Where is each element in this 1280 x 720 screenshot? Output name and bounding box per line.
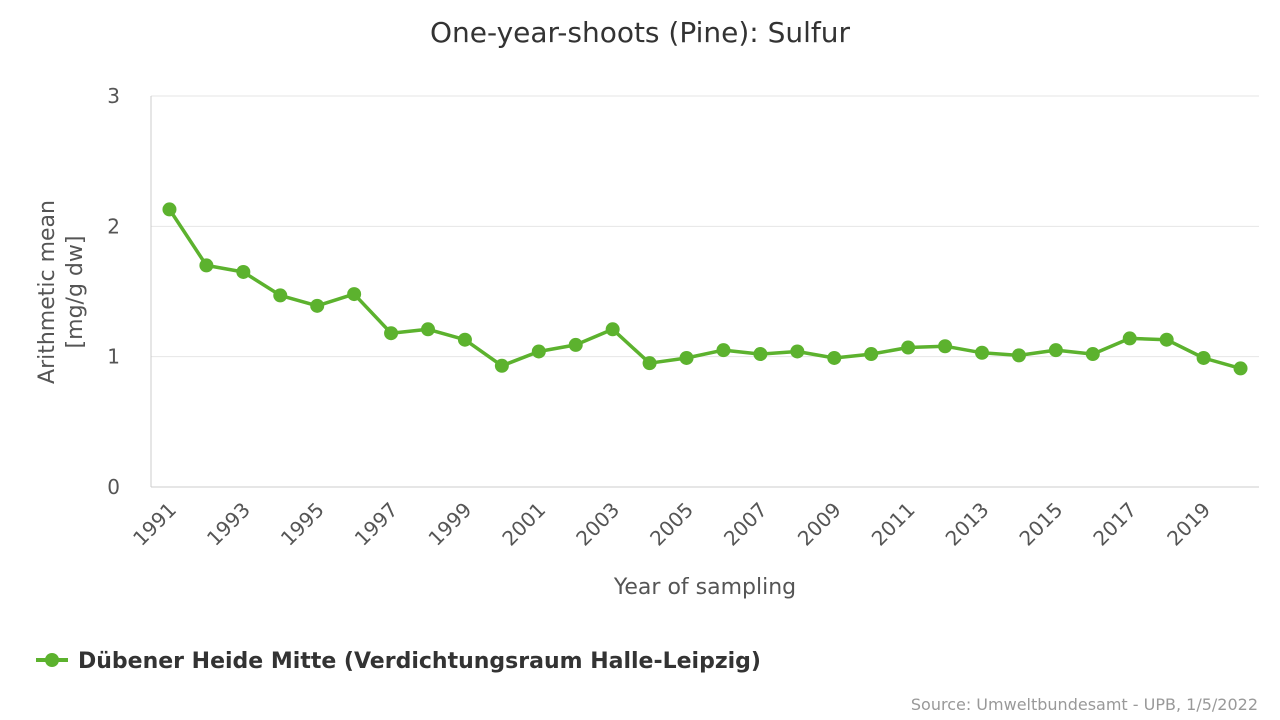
x-tick-label: 2015 xyxy=(1014,498,1067,551)
x-tick-label: 1991 xyxy=(128,498,181,551)
data-point[interactable] xyxy=(790,344,805,359)
data-point[interactable] xyxy=(273,288,288,303)
x-tick-label: 2017 xyxy=(1088,498,1141,551)
y-axis: 0 1 2 3 xyxy=(107,84,1259,499)
data-point[interactable] xyxy=(716,343,731,358)
data-point[interactable] xyxy=(1196,350,1211,365)
data-point[interactable] xyxy=(753,347,768,362)
data-point[interactable] xyxy=(347,287,362,302)
x-tick-label: 2005 xyxy=(645,498,698,551)
data-point[interactable] xyxy=(494,358,509,373)
y-axis-title: Arithmetic mean [mg/g dw] xyxy=(35,200,88,384)
data-point[interactable] xyxy=(421,322,435,337)
data-point[interactable] xyxy=(384,326,399,341)
y-tick-label: 1 xyxy=(107,345,120,369)
data-point[interactable] xyxy=(199,258,214,273)
x-tick-label: 1993 xyxy=(202,498,255,551)
y-axis-title-line-1: Arithmetic mean xyxy=(35,200,60,384)
x-tick-label: 1997 xyxy=(350,498,403,551)
series-line xyxy=(167,207,1243,371)
gridlines xyxy=(151,95,1259,358)
x-tick-label: 2011 xyxy=(867,498,920,551)
data-point[interactable] xyxy=(1011,348,1026,363)
x-tick-label: 2019 xyxy=(1162,498,1215,551)
plot-area xyxy=(162,202,1248,376)
data-point[interactable] xyxy=(864,347,879,362)
source-credit: Source: Umweltbundesamt - UPB, 1/5/2022 xyxy=(911,695,1258,714)
data-point[interactable] xyxy=(1233,361,1248,376)
data-point[interactable] xyxy=(162,202,177,217)
x-tick-label: 1999 xyxy=(424,498,477,551)
data-point[interactable] xyxy=(975,345,989,360)
data-point[interactable] xyxy=(1048,343,1063,358)
data-point[interactable] xyxy=(236,264,251,279)
data-point[interactable] xyxy=(531,344,546,359)
data-point[interactable] xyxy=(938,339,953,354)
legend-label: Dübener Heide Mitte (Verdichtungsraum Ha… xyxy=(78,649,761,674)
y-axis-title-line-2: [mg/g dw] xyxy=(63,236,88,349)
data-point[interactable] xyxy=(1122,331,1137,346)
data-point[interactable] xyxy=(679,350,694,365)
legend-marker-swatch xyxy=(45,653,59,667)
data-point[interactable] xyxy=(1159,332,1174,347)
chart-title: One-year-shoots (Pine): Sulfur xyxy=(430,16,851,49)
data-point[interactable] xyxy=(605,322,620,337)
data-point[interactable] xyxy=(310,298,325,313)
data-point[interactable] xyxy=(827,350,842,365)
x-tick-label: 2009 xyxy=(793,498,846,551)
x-tick-label: 2007 xyxy=(719,498,772,551)
y-tick-label: 0 xyxy=(107,475,120,499)
data-point[interactable] xyxy=(568,337,583,352)
data-point[interactable] xyxy=(642,356,657,371)
legend[interactable]: Dübener Heide Mitte (Verdichtungsraum Ha… xyxy=(36,649,761,674)
x-axis: 1991 1993 1995 1997 1999 2001 2003 2005 2007 2009… xyxy=(128,498,1215,551)
x-axis-title: Year of sampling xyxy=(613,575,796,600)
x-tick-label: 2003 xyxy=(571,498,624,551)
y-tick-label: 2 xyxy=(107,214,120,238)
x-tick-label: 1995 xyxy=(276,498,329,551)
y-tick-label: 3 xyxy=(107,84,120,108)
x-tick-label: 2001 xyxy=(497,498,550,551)
data-point[interactable] xyxy=(901,340,916,355)
x-tick-label: 2013 xyxy=(941,498,994,551)
data-point[interactable] xyxy=(457,332,472,347)
data-point[interactable] xyxy=(1085,347,1100,362)
